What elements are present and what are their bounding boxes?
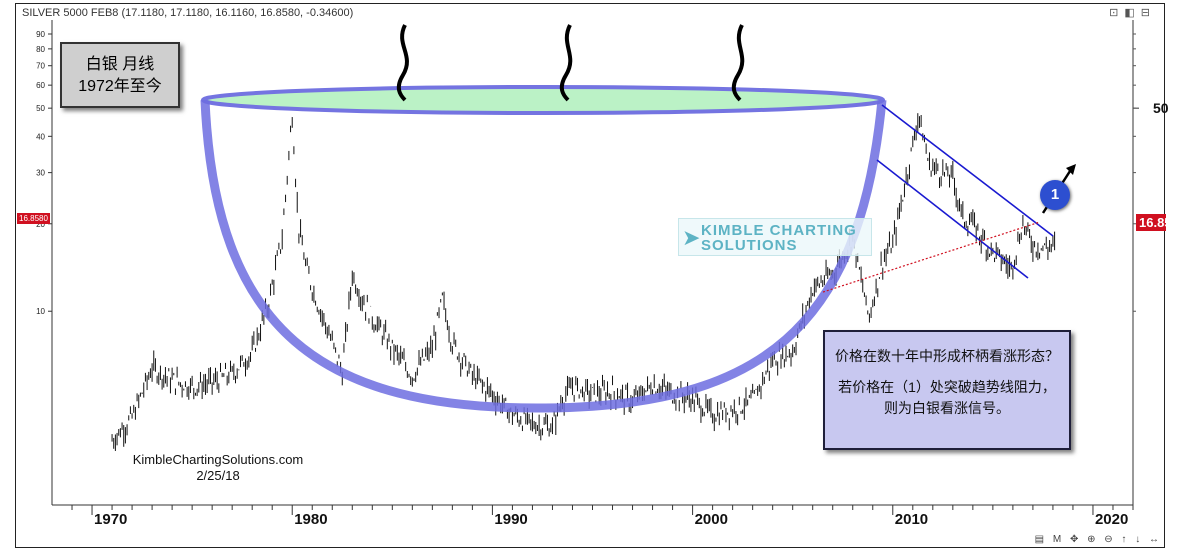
x-tick-label: 2000 (695, 511, 728, 528)
ticker-header: SILVER 5000 FEB8 (17.1180, 17.1180, 16.1… (22, 7, 354, 19)
cup-curve (200, 99, 887, 413)
steam-1 (396, 24, 409, 102)
logo-arrow-icon: ➤ (682, 225, 701, 250)
y-axis-right: 50 (1133, 33, 1169, 312)
watermark-logo: ➤ KIMBLE CHARTING SOLUTIONS (678, 218, 872, 256)
credit-block: KimbleChartingSolutions.com 2/25/18 (118, 452, 318, 484)
y-tick-label-left: 80 (36, 45, 45, 54)
title-box: 白银 月线 1972年至今 (60, 42, 180, 108)
chart-toolbar[interactable]: ▤ M ✥ ⊕ ⊖ ↑ ↓ ↔ (1034, 534, 1162, 545)
steam-3 (731, 24, 745, 102)
y-tick-label-left: 60 (36, 81, 45, 90)
x-axis: 1970 1980 1990 2000 2010 2020 (71, 505, 1134, 528)
price-tag-left: 16.8580 (17, 213, 50, 224)
y-tick-label-right: 50 (1153, 100, 1169, 116)
y-tick-label-left: 70 (36, 62, 45, 71)
channel-upper-line (881, 104, 1054, 237)
credit-site: KimbleChartingSolutions.com (132, 452, 304, 467)
y-tick-label-left: 40 (36, 132, 45, 141)
cup-rim (201, 85, 885, 115)
y-tick-label-left: 10 (36, 307, 45, 316)
x-tick-label: 1970 (94, 511, 127, 528)
price-tag-right: 16.8580 (1136, 214, 1166, 231)
y-tick-label-left: 20 (36, 220, 45, 229)
x-tick-label: 2020 (1095, 511, 1128, 528)
comment-para-1: 价格在数十年中形成杯柄看涨形态？ (835, 348, 1059, 364)
channel-lower-line (876, 159, 1029, 279)
breakout-marker: 1 (1040, 180, 1070, 210)
credit-date: 2/25/18 (196, 468, 240, 483)
title-line-2: 1972年至今 (78, 78, 162, 95)
steam-2 (559, 24, 573, 102)
y-tick-label-left: 30 (36, 169, 45, 178)
y-axis-left: 90 80 70 60 50 40 30 20 10 (36, 30, 52, 316)
x-tick-label: 2010 (895, 511, 928, 528)
x-tick-label: 1990 (494, 511, 527, 528)
y-tick-label-left: 50 (36, 104, 45, 113)
logo-line-1: KIMBLE CHARTING (701, 222, 857, 239)
window-controls[interactable]: ⊡◧⊟ (1109, 7, 1156, 19)
title-line-1: 白银 月线 (85, 56, 155, 73)
breakout-arrow-head (1066, 164, 1076, 175)
y-tick-label-left: 90 (36, 30, 45, 39)
comment-para-2: 若价格在（1）处突破趋势线阻力，则为白银看涨信号。 (838, 379, 1056, 416)
x-tick-label: 1980 (294, 511, 327, 528)
comment-box: 价格在数十年中形成杯柄看涨形态？ 若价格在（1）处突破趋势线阻力，则为白银看涨信… (823, 330, 1071, 450)
logo-line-2: SOLUTIONS (701, 237, 798, 254)
